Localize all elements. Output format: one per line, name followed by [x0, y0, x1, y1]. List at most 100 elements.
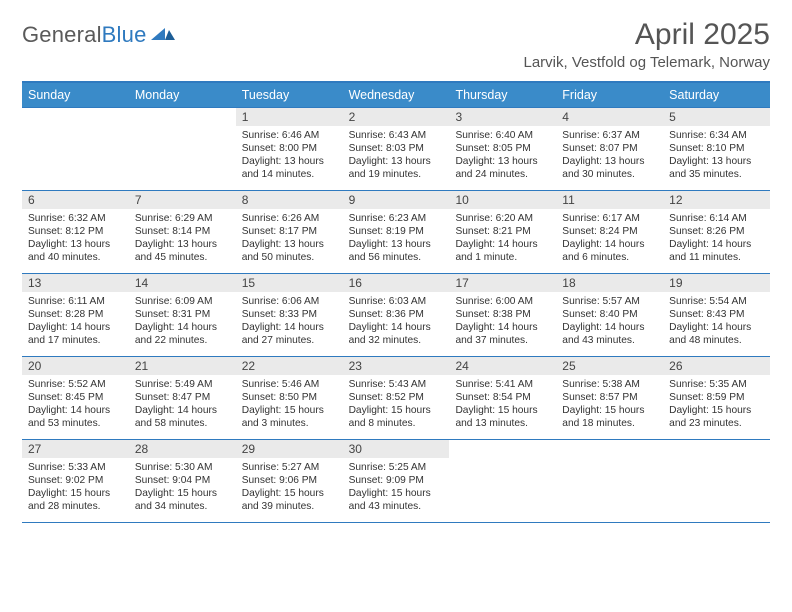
day-detail-line: Sunrise: 5:49 AM	[135, 378, 230, 391]
day-detail-line: Daylight: 14 hours	[669, 321, 764, 334]
day-details: Sunrise: 5:49 AMSunset: 8:47 PMDaylight:…	[129, 375, 236, 434]
calendar-day-cell	[129, 108, 236, 190]
calendar-day-cell: 11Sunrise: 6:17 AMSunset: 8:24 PMDayligh…	[556, 191, 663, 273]
day-detail-line: Sunrise: 6:03 AM	[349, 295, 444, 308]
day-number: 28	[129, 440, 236, 458]
day-detail-line: Sunrise: 5:27 AM	[242, 461, 337, 474]
day-detail-line: Daylight: 13 hours	[669, 155, 764, 168]
weekday-header: Saturday	[663, 83, 770, 107]
day-detail-line: and 17 minutes.	[28, 334, 123, 347]
day-detail-line: Sunrise: 6:37 AM	[562, 129, 657, 142]
day-number: 13	[22, 274, 129, 292]
day-details: Sunrise: 6:14 AMSunset: 8:26 PMDaylight:…	[663, 209, 770, 268]
day-detail-line: and 43 minutes.	[562, 334, 657, 347]
calendar-day-cell: 9Sunrise: 6:23 AMSunset: 8:19 PMDaylight…	[343, 191, 450, 273]
day-details: Sunrise: 5:27 AMSunset: 9:06 PMDaylight:…	[236, 458, 343, 517]
day-details	[22, 126, 129, 133]
calendar-day-cell	[663, 440, 770, 522]
day-detail-line: Sunrise: 5:54 AM	[669, 295, 764, 308]
calendar: SundayMondayTuesdayWednesdayThursdayFrid…	[22, 81, 770, 523]
calendar-day-cell: 30Sunrise: 5:25 AMSunset: 9:09 PMDayligh…	[343, 440, 450, 522]
day-detail-line: Sunrise: 6:20 AM	[455, 212, 550, 225]
day-detail-line: Daylight: 14 hours	[135, 404, 230, 417]
day-detail-line: Sunset: 8:54 PM	[455, 391, 550, 404]
day-detail-line: Sunrise: 6:14 AM	[669, 212, 764, 225]
calendar-day-cell: 10Sunrise: 6:20 AMSunset: 8:21 PMDayligh…	[449, 191, 556, 273]
day-detail-line: Sunrise: 5:43 AM	[349, 378, 444, 391]
day-detail-line: Daylight: 13 hours	[349, 238, 444, 251]
day-detail-line: and 53 minutes.	[28, 417, 123, 430]
day-detail-line: Sunset: 8:28 PM	[28, 308, 123, 321]
day-details: Sunrise: 6:17 AMSunset: 8:24 PMDaylight:…	[556, 209, 663, 268]
day-detail-line: and 48 minutes.	[669, 334, 764, 347]
weekday-header: Monday	[129, 83, 236, 107]
day-detail-line: and 23 minutes.	[669, 417, 764, 430]
day-number: 17	[449, 274, 556, 292]
day-details: Sunrise: 6:03 AMSunset: 8:36 PMDaylight:…	[343, 292, 450, 351]
day-detail-line: Sunrise: 6:09 AM	[135, 295, 230, 308]
day-number: 8	[236, 191, 343, 209]
day-detail-line: Daylight: 13 hours	[455, 155, 550, 168]
calendar-day-cell: 26Sunrise: 5:35 AMSunset: 8:59 PMDayligh…	[663, 357, 770, 439]
day-number: 14	[129, 274, 236, 292]
day-detail-line: Daylight: 14 hours	[455, 321, 550, 334]
day-detail-line: Daylight: 13 hours	[28, 238, 123, 251]
day-number	[129, 108, 236, 126]
calendar-day-cell: 5Sunrise: 6:34 AMSunset: 8:10 PMDaylight…	[663, 108, 770, 190]
day-detail-line: and 27 minutes.	[242, 334, 337, 347]
weekday-header: Tuesday	[236, 83, 343, 107]
day-details: Sunrise: 6:32 AMSunset: 8:12 PMDaylight:…	[22, 209, 129, 268]
day-number	[22, 108, 129, 126]
calendar-day-cell: 12Sunrise: 6:14 AMSunset: 8:26 PMDayligh…	[663, 191, 770, 273]
day-detail-line: Sunset: 8:05 PM	[455, 142, 550, 155]
day-detail-line: Daylight: 15 hours	[669, 404, 764, 417]
day-detail-line: Sunset: 8:59 PM	[669, 391, 764, 404]
day-details: Sunrise: 5:33 AMSunset: 9:02 PMDaylight:…	[22, 458, 129, 517]
day-number: 18	[556, 274, 663, 292]
day-detail-line: Sunrise: 6:40 AM	[455, 129, 550, 142]
day-detail-line: Sunset: 8:14 PM	[135, 225, 230, 238]
day-details: Sunrise: 6:46 AMSunset: 8:00 PMDaylight:…	[236, 126, 343, 185]
day-detail-line: and 6 minutes.	[562, 251, 657, 264]
day-number: 5	[663, 108, 770, 126]
day-detail-line: and 19 minutes.	[349, 168, 444, 181]
day-detail-line: and 22 minutes.	[135, 334, 230, 347]
day-number: 4	[556, 108, 663, 126]
day-detail-line: and 56 minutes.	[349, 251, 444, 264]
day-details: Sunrise: 6:11 AMSunset: 8:28 PMDaylight:…	[22, 292, 129, 351]
day-number: 19	[663, 274, 770, 292]
calendar-day-cell: 18Sunrise: 5:57 AMSunset: 8:40 PMDayligh…	[556, 274, 663, 356]
day-detail-line: Sunrise: 5:25 AM	[349, 461, 444, 474]
day-details: Sunrise: 6:40 AMSunset: 8:05 PMDaylight:…	[449, 126, 556, 185]
day-detail-line: Sunrise: 5:38 AM	[562, 378, 657, 391]
calendar-day-cell: 4Sunrise: 6:37 AMSunset: 8:07 PMDaylight…	[556, 108, 663, 190]
day-detail-line: Sunrise: 5:41 AM	[455, 378, 550, 391]
calendar-day-cell: 23Sunrise: 5:43 AMSunset: 8:52 PMDayligh…	[343, 357, 450, 439]
day-detail-line: and 11 minutes.	[669, 251, 764, 264]
day-details: Sunrise: 5:41 AMSunset: 8:54 PMDaylight:…	[449, 375, 556, 434]
day-details: Sunrise: 6:37 AMSunset: 8:07 PMDaylight:…	[556, 126, 663, 185]
day-details: Sunrise: 6:09 AMSunset: 8:31 PMDaylight:…	[129, 292, 236, 351]
day-detail-line: Sunrise: 6:17 AM	[562, 212, 657, 225]
day-detail-line: Daylight: 13 hours	[242, 155, 337, 168]
calendar-day-cell: 14Sunrise: 6:09 AMSunset: 8:31 PMDayligh…	[129, 274, 236, 356]
day-detail-line: Sunset: 8:45 PM	[28, 391, 123, 404]
weekday-header: Sunday	[22, 83, 129, 107]
day-detail-line: Daylight: 14 hours	[669, 238, 764, 251]
day-number: 27	[22, 440, 129, 458]
calendar-day-cell	[449, 440, 556, 522]
day-detail-line: Sunset: 9:06 PM	[242, 474, 337, 487]
day-detail-line: Sunrise: 5:46 AM	[242, 378, 337, 391]
day-detail-line: and 50 minutes.	[242, 251, 337, 264]
day-detail-line: and 43 minutes.	[349, 500, 444, 513]
day-detail-line: Sunset: 9:09 PM	[349, 474, 444, 487]
day-detail-line: Sunset: 8:07 PM	[562, 142, 657, 155]
day-detail-line: Sunrise: 6:23 AM	[349, 212, 444, 225]
calendar-week-row: 20Sunrise: 5:52 AMSunset: 8:45 PMDayligh…	[22, 357, 770, 440]
calendar-day-cell: 28Sunrise: 5:30 AMSunset: 9:04 PMDayligh…	[129, 440, 236, 522]
day-details: Sunrise: 5:30 AMSunset: 9:04 PMDaylight:…	[129, 458, 236, 517]
day-detail-line: Daylight: 14 hours	[242, 321, 337, 334]
calendar-day-cell: 8Sunrise: 6:26 AMSunset: 8:17 PMDaylight…	[236, 191, 343, 273]
day-detail-line: Sunset: 8:12 PM	[28, 225, 123, 238]
day-number: 21	[129, 357, 236, 375]
